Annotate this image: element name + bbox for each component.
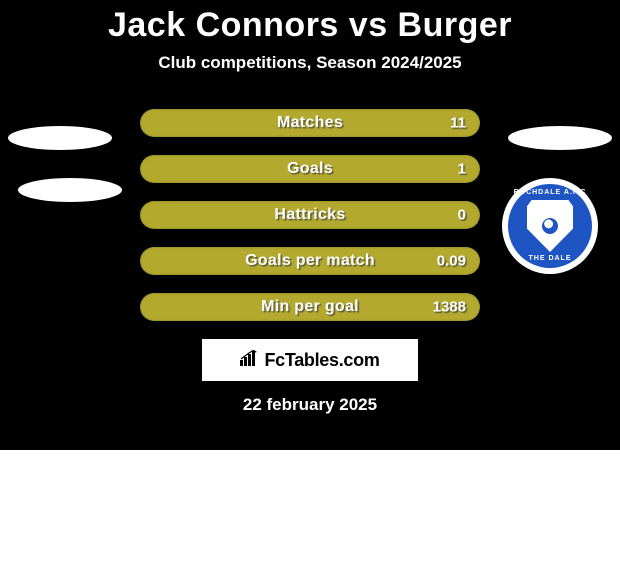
subtitle: Club competitions, Season 2024/2025 xyxy=(0,53,620,73)
stat-bar-hattricks: Hattricks 0 xyxy=(140,201,480,229)
stat-bar-min-per-goal: Min per goal 1388 xyxy=(140,293,480,321)
stat-value: 11 xyxy=(450,115,466,132)
site-logo-text: FcTables.com xyxy=(264,350,379,371)
stat-value: 1388 xyxy=(433,299,466,316)
date-label: 22 february 2025 xyxy=(0,395,620,415)
stat-value: 1 xyxy=(458,161,466,178)
stat-bar-goals: Goals 1 xyxy=(140,155,480,183)
stat-label: Goals per match xyxy=(245,252,375,270)
stat-label: Min per goal xyxy=(261,298,359,316)
title: Jack Connors vs Burger xyxy=(0,6,620,45)
stat-bar-matches: Matches 11 xyxy=(140,109,480,137)
stat-label: Hattricks xyxy=(274,206,345,224)
comparison-card: Jack Connors vs Burger Club competitions… xyxy=(0,0,620,450)
stat-label: Matches xyxy=(277,114,343,132)
site-logo[interactable]: FcTables.com xyxy=(202,339,418,381)
barchart-icon xyxy=(240,350,260,371)
stat-bar-goals-per-match: Goals per match 0.09 xyxy=(140,247,480,275)
stat-value: 0 xyxy=(458,207,466,224)
stat-label: Goals xyxy=(287,160,333,178)
stat-value: 0.09 xyxy=(437,253,466,270)
stats-list: Matches 11 Goals 1 Hattricks 0 Goals per… xyxy=(0,109,620,321)
